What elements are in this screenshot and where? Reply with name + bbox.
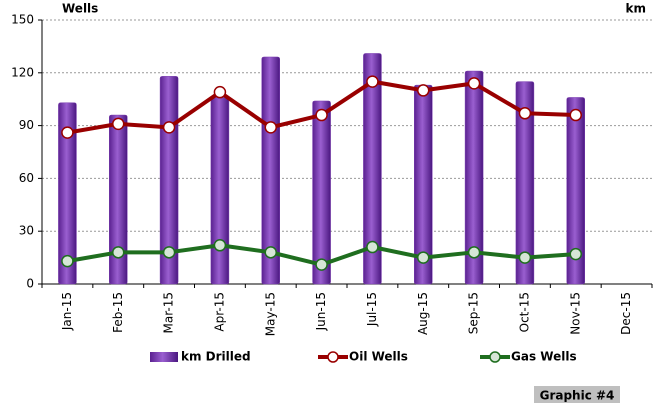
x-tick-label: May-15 — [263, 292, 277, 336]
line-marker — [315, 108, 328, 122]
line-marker — [112, 246, 125, 259]
line-marker — [264, 246, 277, 259]
y-tick-label: 150 — [11, 13, 34, 27]
line-marker — [264, 121, 277, 134]
x-tick-label: Oct-15 — [517, 292, 531, 332]
x-tick-label: Jan-15 — [60, 292, 74, 331]
legend-label: km Drilled — [181, 350, 251, 364]
y2-axis-label: km — [626, 2, 646, 16]
x-tick-label: Dec-15 — [619, 292, 633, 335]
line-marker — [213, 85, 227, 99]
x-tick-label: Mar-15 — [162, 292, 176, 333]
line-marker — [417, 84, 430, 97]
line-marker — [61, 254, 74, 268]
line-marker — [112, 117, 125, 131]
legend-marker — [489, 351, 501, 363]
line-marker — [61, 126, 74, 139]
line-marker — [366, 75, 379, 88]
line-marker — [213, 239, 227, 252]
line-marker — [162, 246, 176, 259]
bar — [566, 97, 585, 285]
x-tick-label: Nov-15 — [568, 292, 582, 335]
bar — [58, 102, 77, 285]
line-marker — [569, 247, 582, 261]
legend-swatch — [150, 352, 178, 362]
legend-marker — [327, 351, 339, 363]
line-marker — [417, 251, 430, 264]
bar — [210, 97, 230, 285]
y-tick-label: 30 — [19, 224, 34, 238]
line-marker — [518, 107, 532, 120]
y-tick-label: 120 — [11, 65, 34, 79]
line-marker — [366, 240, 379, 254]
line-marker — [518, 251, 532, 264]
bar — [109, 114, 128, 285]
x-tick-label: Apr-15 — [212, 292, 226, 332]
line-marker — [162, 121, 176, 134]
x-tick-label: Jul-15 — [365, 292, 379, 327]
bar — [363, 53, 382, 285]
y-tick-label: 60 — [19, 171, 34, 185]
legend-label: Oil Wells — [349, 350, 408, 364]
x-tick-label: Aug-15 — [416, 292, 430, 335]
line-marker — [467, 77, 481, 90]
bar — [312, 100, 331, 285]
y-axis-label: Wells — [62, 2, 98, 16]
y-tick-label: 0 — [26, 277, 34, 291]
bar — [515, 81, 535, 285]
footer-box — [534, 386, 620, 403]
x-tick-label: Feb-15 — [111, 292, 125, 333]
legend-label: Gas Wells — [511, 350, 577, 364]
x-tick-label: Sep-15 — [467, 292, 481, 334]
line-marker — [467, 246, 481, 259]
line-marker — [315, 258, 328, 271]
x-tick-label: Jun-15 — [314, 292, 328, 331]
footer: Graphic #4 — [540, 389, 615, 403]
line-marker — [569, 108, 582, 122]
y-tick-label: 90 — [19, 118, 34, 132]
bar — [464, 70, 484, 285]
bar — [261, 56, 280, 285]
